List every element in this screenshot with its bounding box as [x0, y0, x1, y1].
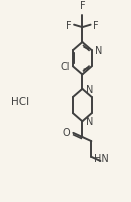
Text: N: N: [95, 46, 102, 56]
Text: N: N: [86, 117, 93, 127]
Text: F: F: [93, 21, 99, 31]
Text: N: N: [86, 84, 93, 94]
Text: F: F: [80, 1, 85, 11]
Text: Cl: Cl: [61, 62, 70, 72]
Text: HN: HN: [94, 153, 109, 163]
Text: F: F: [66, 21, 72, 31]
Text: O: O: [63, 127, 70, 137]
Text: HCl: HCl: [11, 97, 29, 106]
